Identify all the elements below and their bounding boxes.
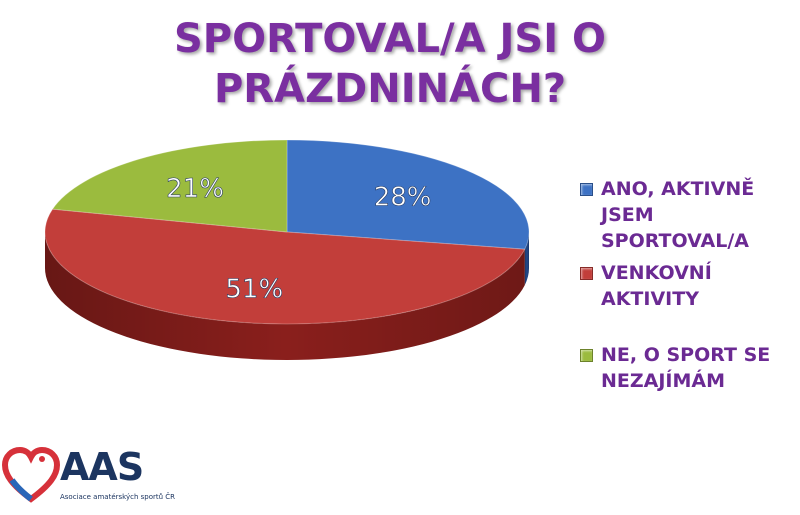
chart-title: SPORTOVAL/A JSI O PRÁZDNINÁCH?	[110, 14, 670, 114]
legend-item-ano: ANO, AKTIVNĚ JSEM SPORTOVAL/A	[580, 176, 795, 254]
logo-subtitle: Asociace amatérských sportů ČR	[60, 493, 176, 501]
legend-swatch-blue	[580, 183, 593, 196]
legend-item-ne: NE, O SPORT SE NEZAJÍMÁM	[580, 342, 795, 394]
aas-logo: AAS Asociace amatérských sportů ČR	[2, 445, 202, 515]
pie-side-shade-venkovn	[45, 232, 525, 360]
legend-label-ne-1: NE, O SPORT SE	[601, 344, 771, 366]
pie-slice-ne	[51, 139, 288, 233]
legend-label-ne-2: NEZAJÍMÁM	[601, 370, 726, 392]
legend-label-ano-1: ANO, AKTIVNĚ	[601, 178, 755, 200]
legend-swatch-green	[580, 349, 593, 362]
pie-labels: 28% 51% 21%	[166, 174, 432, 305]
pie-tops	[44, 139, 530, 325]
pie-side-shade-ano	[524, 232, 529, 286]
pie-label-venkovn: 51%	[225, 275, 283, 305]
legend: ANO, AKTIVNĚ JSEM SPORTOVAL/A VENKOVNÍ A…	[580, 176, 795, 394]
legend-item-venkovni: VENKOVNÍ AKTIVITY	[580, 260, 795, 312]
legend-swatch-red	[580, 267, 593, 280]
pie-slice-ano	[286, 139, 530, 250]
logo-text: AAS	[60, 445, 144, 489]
chart-title-line-1: SPORTOVAL/A JSI O	[173, 16, 607, 62]
pie-label-ano: 28%	[374, 183, 432, 213]
legend-label-venkovni-1: VENKOVNÍ	[601, 262, 712, 284]
pie-label-ne: 21%	[166, 174, 224, 204]
legend-label-venkovni-2: AKTIVITY	[601, 288, 699, 310]
pie-slice-venkovn	[44, 208, 526, 325]
chart-title-line-2: PRÁZDNINÁCH?	[213, 66, 567, 112]
pie-sides	[45, 232, 529, 360]
heart-logo-icon	[2, 446, 60, 503]
legend-label-ano-3: SPORTOVAL/A	[601, 230, 750, 252]
legend-label-ano-2: JSEM	[601, 204, 654, 226]
